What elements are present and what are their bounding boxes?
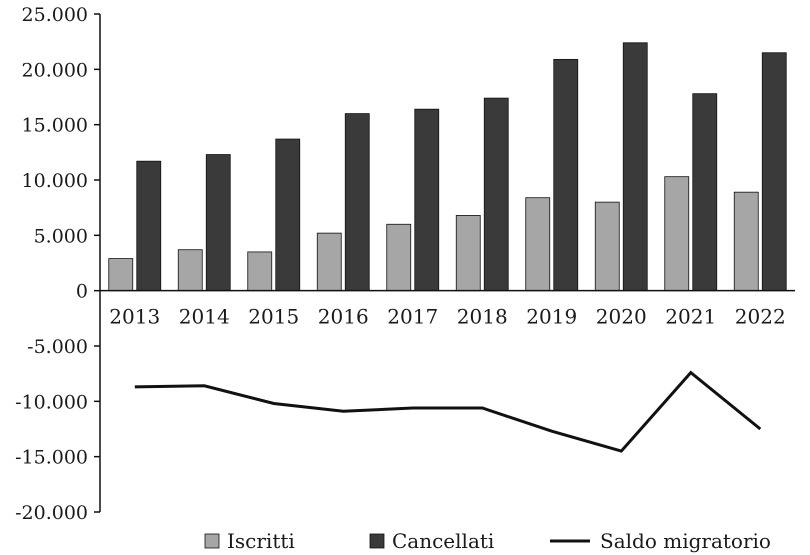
x-axis-ticks: 2013 2014 2015 2016 2017 2018 2019 2020 2021 2022 (109, 305, 785, 329)
legend-swatch-iscritti (204, 533, 220, 549)
y-tick-label: -10.000 (15, 391, 88, 413)
x-tick-label: 2016 (318, 305, 369, 329)
y-tick-label: -20.000 (15, 502, 88, 524)
bar-iscritti-2017 (386, 223, 412, 292)
bar-cancellati-2020 (622, 42, 648, 292)
bar-iscritti-2015 (247, 251, 273, 292)
x-tick-label: 2019 (526, 305, 577, 329)
y-tick-label: 25.000 (22, 4, 88, 26)
y-tick-label: -5.000 (27, 336, 88, 358)
bar-iscritti-2016 (316, 232, 342, 292)
bar-iscritti-2019 (525, 197, 551, 292)
bar-iscritti-2018 (455, 215, 481, 292)
bar-cancellati-2021 (692, 93, 718, 292)
bar-cancellati-2019 (553, 58, 579, 292)
line-saldo-migratorio (134, 370, 762, 453)
x-tick-label: 2017 (387, 305, 438, 329)
bar-iscritti-2021 (664, 176, 690, 292)
bar-cancellati-2017 (414, 108, 440, 292)
bar-cancellati-2016 (344, 113, 370, 292)
bar-cancellati-2013 (136, 160, 162, 292)
line-layer (134, 370, 762, 453)
y-tick-label: 10.000 (22, 170, 88, 192)
legend-swatch-cancellati (369, 533, 385, 549)
x-tick-label: 2015 (248, 305, 299, 329)
bar-cancellati-2018 (483, 97, 509, 292)
bar-cancellati-2022 (761, 52, 787, 292)
bar-iscritti-2022 (733, 191, 759, 292)
bars-layer (108, 42, 787, 292)
bar-cancellati-2014 (205, 154, 231, 292)
x-tick-label: 2022 (735, 305, 786, 329)
bar-cancellati-2015 (275, 138, 301, 292)
y-axis-ticks: 25.000 20.000 15.000 10.000 5.000 0 -5.000 -10.… (15, 4, 100, 524)
x-tick-label: 2020 (596, 305, 647, 329)
y-tick-label: 15.000 (22, 115, 88, 137)
y-tick-label: 0 (76, 281, 88, 303)
legend-label-saldo-migratorio: Saldo migratorio (600, 529, 771, 553)
x-tick-label: 2021 (665, 305, 716, 329)
x-tick-label: 2018 (457, 305, 508, 329)
y-tick-label: -15.000 (15, 447, 88, 469)
y-tick-label: 5.000 (34, 225, 88, 247)
legend-label-cancellati: Cancellati (392, 529, 494, 553)
bar-iscritti-2014 (177, 249, 203, 292)
x-tick-label: 2014 (179, 305, 230, 329)
legend-label-iscritti: Iscritti (227, 529, 295, 553)
x-tick-label: 2013 (109, 305, 160, 329)
bar-iscritti-2020 (594, 201, 620, 292)
y-tick-label: 20.000 (22, 59, 88, 81)
bar-iscritti-2013 (108, 258, 134, 292)
legend: Iscritti Cancellati Saldo migratorio (204, 529, 771, 553)
